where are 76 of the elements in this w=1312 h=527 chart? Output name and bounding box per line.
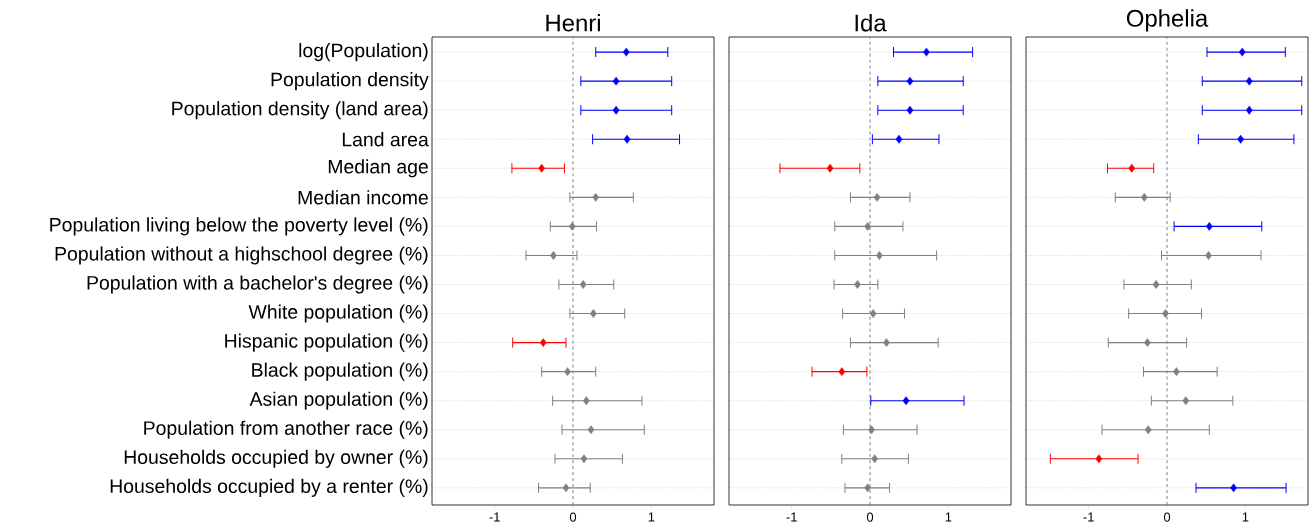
point xyxy=(539,338,547,347)
y-tick-label: log(Population) xyxy=(299,43,428,62)
point xyxy=(883,338,890,347)
point xyxy=(1128,163,1136,173)
point xyxy=(923,47,930,57)
point xyxy=(568,222,576,231)
point xyxy=(587,425,595,435)
point xyxy=(1152,280,1160,289)
y-tick-label: Black population (%) xyxy=(252,362,428,381)
point xyxy=(623,134,631,144)
x-tick-label: -1 xyxy=(786,512,797,522)
point xyxy=(906,105,914,115)
point xyxy=(562,483,570,493)
point xyxy=(612,105,620,115)
y-tick-label: Asian population (%) xyxy=(249,391,428,410)
y-tick-label: Population without a highschool degree (%) xyxy=(55,246,428,265)
point xyxy=(1173,367,1180,377)
x-tick-label: 1 xyxy=(648,512,655,522)
point xyxy=(868,425,875,435)
point xyxy=(1230,483,1237,493)
y-tick-label: Households occupied by a renter (%) xyxy=(110,478,428,497)
x-tick-label: 0 xyxy=(569,512,577,522)
point xyxy=(1144,425,1152,435)
point xyxy=(826,163,834,173)
point xyxy=(1245,105,1253,115)
point xyxy=(895,134,903,144)
point xyxy=(864,222,872,231)
point xyxy=(579,280,587,289)
x-tick-label: 1 xyxy=(1242,512,1249,522)
point xyxy=(612,76,620,86)
point xyxy=(1205,251,1212,260)
x-tick-label: -1 xyxy=(1083,512,1094,522)
point xyxy=(871,454,879,464)
point xyxy=(590,309,597,318)
y-tick-label: Population living below the poverty level (%) xyxy=(50,217,428,236)
point xyxy=(1095,454,1103,464)
point xyxy=(873,192,881,202)
point xyxy=(864,483,872,493)
chart-title: Henri xyxy=(546,13,600,32)
x-tick-label: 1 xyxy=(945,512,952,522)
chart-title: Ophelia xyxy=(1126,9,1209,32)
x-tick-label: -1 xyxy=(489,512,500,522)
point xyxy=(538,163,546,173)
point xyxy=(876,251,883,260)
point xyxy=(580,454,588,464)
point xyxy=(838,367,846,377)
y-tick-label: Median income xyxy=(298,190,428,205)
point xyxy=(592,192,600,202)
y-tick-label: Median age xyxy=(328,159,428,178)
x-tick-label: 0 xyxy=(866,512,874,522)
point xyxy=(582,396,590,406)
chart-title: Ida xyxy=(855,13,887,32)
point xyxy=(1205,222,1213,231)
point xyxy=(622,47,630,57)
y-tick-label: Population density xyxy=(271,72,429,91)
point xyxy=(869,309,877,318)
point xyxy=(564,367,571,377)
y-tick-label: Population from another race (%) xyxy=(144,420,428,439)
point xyxy=(854,280,861,289)
y-tick-label: Population with a bachelor's degree (%) xyxy=(87,275,428,294)
point xyxy=(1245,76,1253,86)
x-tick-label: 0 xyxy=(1163,512,1171,522)
point xyxy=(1182,396,1190,406)
point xyxy=(906,76,914,86)
y-tick-label: Households occupied by owner (%) xyxy=(124,449,428,468)
point xyxy=(902,396,910,406)
point xyxy=(1238,47,1246,57)
y-tick-label: White population (%) xyxy=(248,304,428,323)
y-tick-label: Land area xyxy=(342,132,429,147)
point xyxy=(550,251,557,260)
y-tick-label: Population density (land area) xyxy=(172,101,428,120)
point xyxy=(1144,338,1151,347)
point xyxy=(1237,134,1244,144)
y-tick-label: Hispanic population (%) xyxy=(225,333,428,352)
point xyxy=(1162,309,1169,318)
point xyxy=(1140,192,1148,202)
